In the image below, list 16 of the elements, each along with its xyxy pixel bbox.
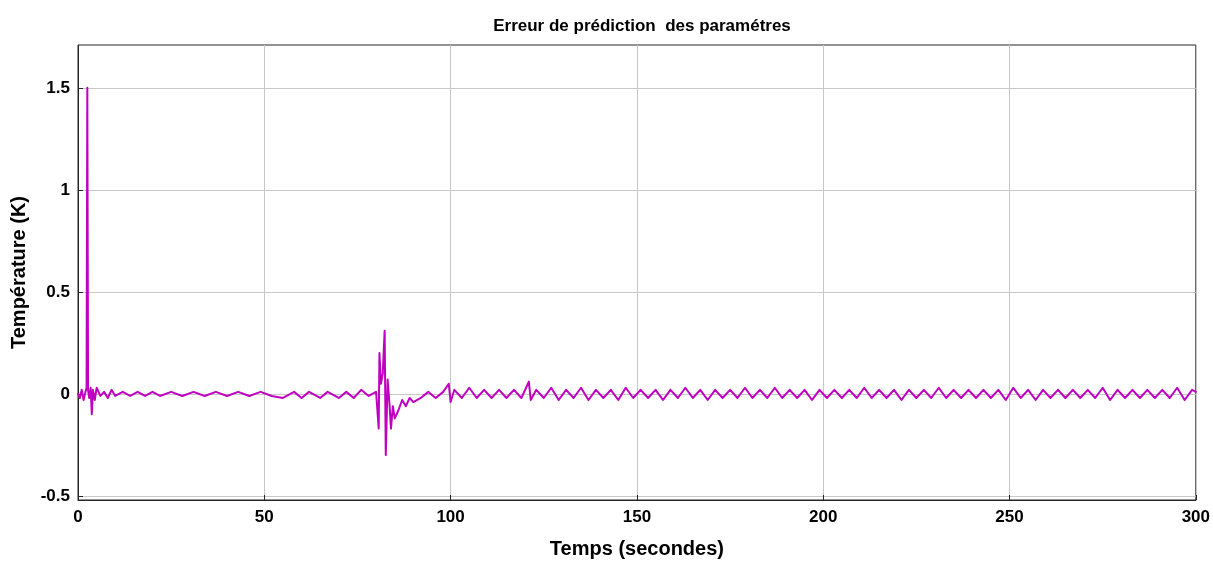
y-axis-title: Température (K) <box>7 196 29 349</box>
x-axis-title: Temps (secondes) <box>549 537 724 559</box>
x-tick-label: 300 <box>1181 507 1211 526</box>
x-tick-label: 200 <box>809 507 838 526</box>
line-series <box>77 86 1197 457</box>
x-tick-label: 50 <box>254 507 274 526</box>
x-tick-label: 100 <box>436 507 465 526</box>
chart-title: Erreur de prédiction des paramétres <box>493 16 791 35</box>
x-tick-label: 0 <box>73 507 83 526</box>
y-tick-label: 1.5 <box>46 78 70 98</box>
y-tick-label: 0 <box>60 384 70 404</box>
y-tick-label: 1 <box>60 180 70 200</box>
x-tick-label: 150 <box>622 507 652 526</box>
y-tick-label: -0.5 <box>40 486 70 506</box>
y-tick-label: 0.5 <box>46 282 70 302</box>
x-tick-label: 250 <box>995 507 1024 526</box>
